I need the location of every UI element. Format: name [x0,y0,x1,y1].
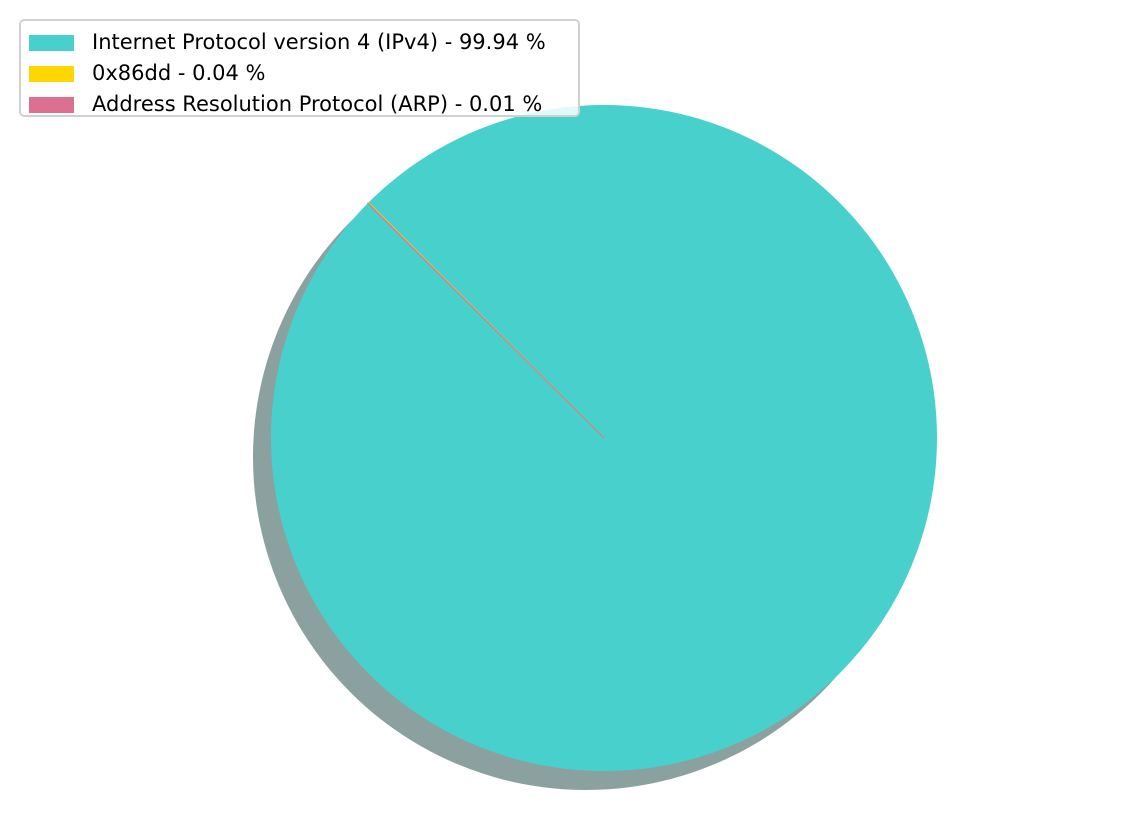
pie-slice-arp [367,202,605,439]
legend-item-arp: Address Resolution Protocol (ARP) - 0.01… [29,89,578,120]
legend-swatch-0x86dd [29,65,74,82]
legend-item-ipv4: Internet Protocol version 4 (IPv4) - 99.… [29,27,578,58]
legend-label-arp: Address Resolution Protocol (ARP) - 0.01… [92,92,543,116]
legend: Internet Protocol version 4 (IPv4) - 99.… [19,19,580,117]
legend-swatch-ipv4 [29,34,74,51]
legend-item-0x86dd: 0x86dd - 0.04 % [29,58,578,89]
pie-slices [271,104,938,771]
legend-swatch-arp [29,96,74,113]
legend-label-ipv4: Internet Protocol version 4 (IPv4) - 99.… [92,30,546,54]
legend-label-0x86dd: 0x86dd - 0.04 % [92,61,266,85]
